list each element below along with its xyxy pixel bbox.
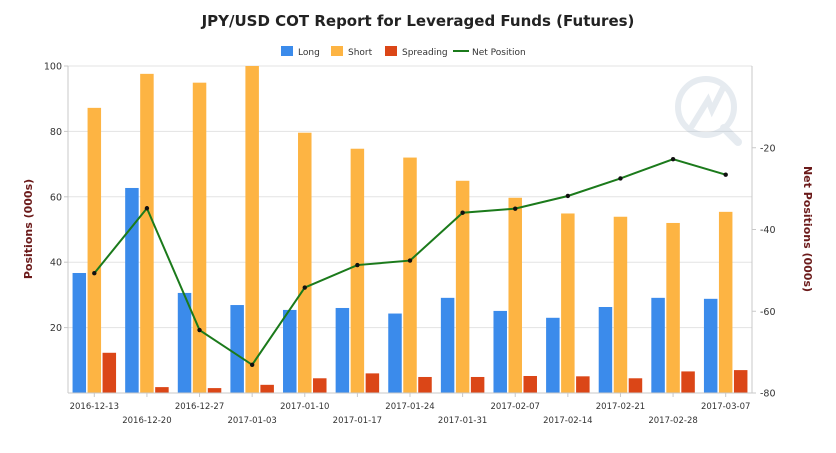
x-tick-label: 2017-01-03	[227, 416, 276, 426]
chart-title: JPY/USD COT Report for Leveraged Funds (…	[201, 12, 635, 30]
net-position-point[interactable]	[302, 285, 307, 290]
bar-long[interactable]	[72, 272, 87, 393]
net-position-point[interactable]	[355, 262, 360, 268]
net-position-point[interactable]	[723, 172, 728, 177]
bar-short[interactable]	[140, 73, 154, 394]
bar-series	[72, 66, 748, 394]
bar-short[interactable]	[87, 107, 102, 393]
bar-short[interactable]	[561, 213, 575, 393]
bar-spreading[interactable]	[576, 376, 590, 393]
bar-long[interactable]	[283, 309, 297, 393]
bar-long[interactable]	[493, 310, 507, 393]
x-tick-label: 2017-02-21	[596, 402, 645, 412]
bar-short[interactable]	[403, 157, 417, 393]
watermark-bolt	[689, 83, 727, 129]
bar-spreading[interactable]	[523, 375, 537, 393]
bar-long[interactable]	[125, 187, 139, 393]
legend-label-spreading: Spreading	[402, 48, 448, 58]
y2-axis-title: Net Positions (000s)	[801, 166, 814, 292]
legend[interactable]: Long Short Spreading Net Position	[281, 46, 526, 58]
y-axis-title: Positions (000s)	[22, 179, 35, 279]
net-position-series	[92, 156, 728, 367]
bar-spreading[interactable]	[470, 376, 485, 393]
bar-long[interactable]	[546, 317, 560, 393]
legend-swatch-long	[281, 46, 293, 56]
net-position-point[interactable]	[618, 176, 623, 181]
x-tick-label: 2017-02-28	[648, 416, 697, 426]
net-position-point[interactable]	[92, 271, 97, 276]
y2-tick-label: -80	[760, 389, 776, 400]
x-tick-label: 2017-02-07	[491, 402, 540, 412]
x-tick-label: 2017-01-24	[385, 402, 434, 412]
y-tick-label: 60	[50, 192, 62, 203]
x-tick-label: 2017-03-07	[701, 402, 750, 412]
bar-long[interactable]	[230, 305, 244, 393]
x-tick-label: 2017-01-17	[333, 416, 382, 426]
bar-spreading[interactable]	[102, 352, 117, 393]
bar-long[interactable]	[651, 297, 665, 393]
watermark-logo	[675, 76, 742, 146]
bar-spreading[interactable]	[733, 370, 748, 393]
bar-short[interactable]	[298, 132, 312, 393]
bar-spreading[interactable]	[260, 384, 274, 393]
net-position-point[interactable]	[513, 206, 518, 211]
x-tick-label: 2016-12-20	[122, 416, 171, 426]
net-position-point[interactable]	[565, 193, 571, 199]
x-tick-label: 2016-12-27	[175, 402, 224, 412]
legend-label-short: Short	[348, 48, 373, 58]
bar-long[interactable]	[388, 313, 402, 393]
y-tick-label: 100	[44, 62, 62, 73]
x-tick-label: 2017-02-14	[543, 416, 592, 426]
legend-label-long: Long	[298, 48, 320, 58]
bar-spreading[interactable]	[365, 373, 380, 393]
bar-short[interactable]	[350, 148, 365, 393]
y-tick-label: 20	[50, 323, 62, 334]
bar-short[interactable]	[192, 82, 207, 393]
watermark-tail	[720, 124, 742, 146]
y2-tick-label: -20	[760, 143, 776, 154]
bar-long[interactable]	[440, 297, 455, 393]
y2-tick-label: -60	[760, 307, 776, 318]
x-tick-label: 2017-01-31	[438, 416, 487, 426]
bar-short[interactable]	[245, 66, 259, 393]
bar-spreading[interactable]	[155, 387, 169, 393]
bar-long[interactable]	[598, 306, 613, 393]
y2-tick-label: -40	[760, 225, 776, 236]
axes: 20406080100-20-40-60-802016-12-132016-12…	[44, 62, 776, 427]
x-tick-label: 2017-01-10	[280, 402, 329, 412]
bar-long[interactable]	[703, 298, 718, 393]
net-position-point[interactable]	[249, 362, 255, 367]
bar-spreading[interactable]	[418, 376, 432, 393]
bar-short[interactable]	[455, 180, 470, 393]
net-position-point[interactable]	[407, 258, 413, 263]
bar-spreading[interactable]	[681, 371, 695, 393]
net-position-point[interactable]	[670, 156, 676, 162]
y-tick-label: 40	[50, 258, 62, 269]
net-position-point[interactable]	[197, 327, 202, 333]
bar-spreading[interactable]	[207, 388, 222, 393]
bar-short[interactable]	[718, 211, 733, 393]
net-position-point[interactable]	[144, 206, 150, 211]
legend-label-net-position: Net Position	[472, 48, 526, 58]
bar-spreading[interactable]	[628, 378, 643, 393]
bar-spreading[interactable]	[313, 378, 327, 393]
bar-long[interactable]	[335, 307, 350, 393]
watermark-ring	[675, 76, 737, 138]
bar-short[interactable]	[613, 216, 628, 393]
legend-swatch-spreading	[385, 46, 397, 56]
net-position-point[interactable]	[460, 210, 465, 215]
bar-long[interactable]	[177, 292, 192, 393]
bar-short[interactable]	[508, 197, 522, 393]
y-tick-label: 80	[50, 127, 62, 138]
legend-swatch-short	[331, 46, 343, 56]
bar-short[interactable]	[666, 222, 680, 393]
x-tick-label: 2016-12-13	[70, 402, 119, 412]
